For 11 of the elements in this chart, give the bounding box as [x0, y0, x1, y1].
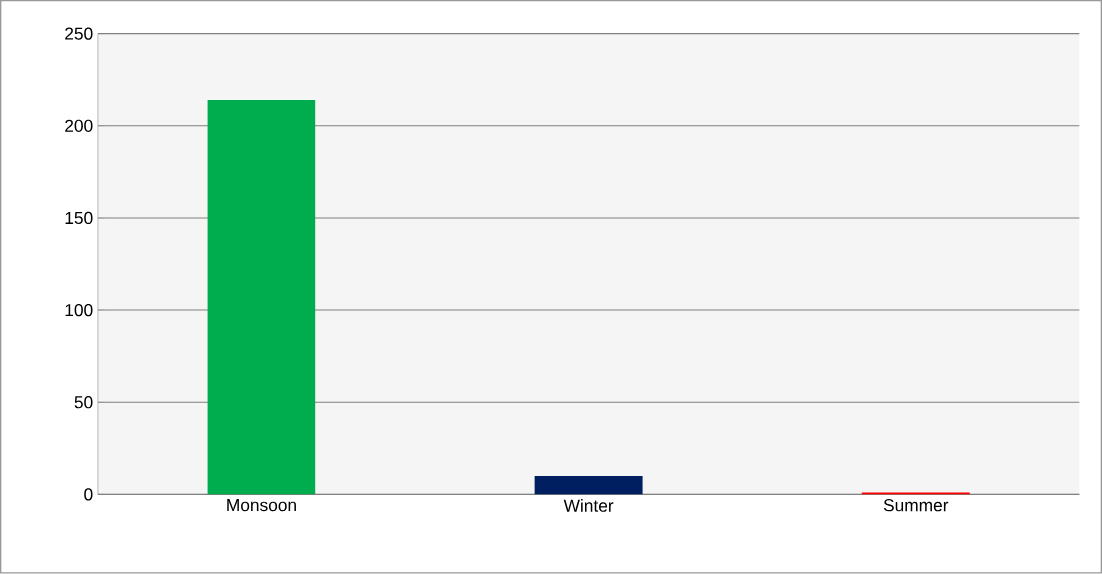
- x-tick-label: Monsoon: [227, 499, 296, 512]
- y-tick-label: 250: [65, 27, 93, 40]
- x-tick-label: Winter: [563, 499, 614, 512]
- y-tick-label: 0: [84, 488, 93, 501]
- bar: [534, 476, 643, 495]
- bar: [207, 100, 316, 495]
- x-tick-label: Summer: [883, 499, 949, 512]
- y-tick-label: 50: [74, 396, 93, 409]
- y-tick-label: 200: [65, 119, 93, 133]
- y-tick-label: 100: [65, 304, 93, 317]
- y-tick-label: 150: [65, 211, 93, 225]
